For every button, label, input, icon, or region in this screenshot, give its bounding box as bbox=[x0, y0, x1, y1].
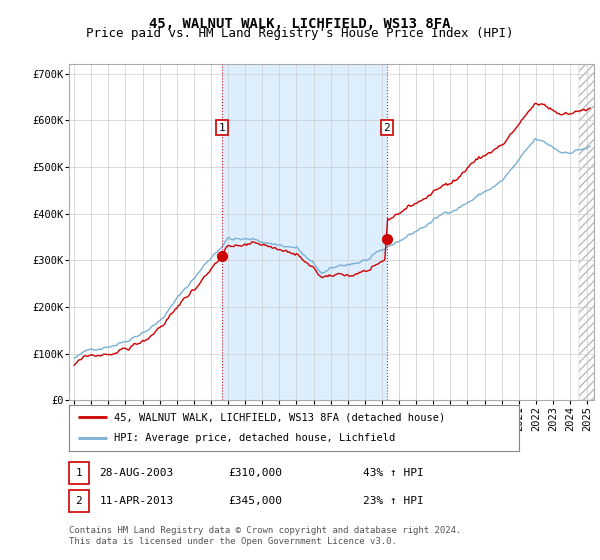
Text: Contains HM Land Registry data © Crown copyright and database right 2024.
This d: Contains HM Land Registry data © Crown c… bbox=[69, 526, 461, 546]
Text: 28-AUG-2003: 28-AUG-2003 bbox=[100, 468, 174, 478]
Text: 2: 2 bbox=[383, 123, 390, 133]
Text: 2: 2 bbox=[76, 496, 82, 506]
Text: HPI: Average price, detached house, Lichfield: HPI: Average price, detached house, Lich… bbox=[114, 433, 395, 444]
Text: 45, WALNUT WALK, LICHFIELD, WS13 8FA (detached house): 45, WALNUT WALK, LICHFIELD, WS13 8FA (de… bbox=[114, 412, 445, 422]
Text: 23% ↑ HPI: 23% ↑ HPI bbox=[363, 496, 424, 506]
Text: 11-APR-2013: 11-APR-2013 bbox=[100, 496, 174, 506]
Text: 45, WALNUT WALK, LICHFIELD, WS13 8FA: 45, WALNUT WALK, LICHFIELD, WS13 8FA bbox=[149, 17, 451, 31]
Text: £345,000: £345,000 bbox=[228, 496, 282, 506]
Text: Price paid vs. HM Land Registry's House Price Index (HPI): Price paid vs. HM Land Registry's House … bbox=[86, 27, 514, 40]
Text: 1: 1 bbox=[218, 123, 226, 133]
Bar bbox=[222, 64, 387, 400]
Text: 1: 1 bbox=[76, 468, 82, 478]
Text: 43% ↑ HPI: 43% ↑ HPI bbox=[363, 468, 424, 478]
Text: £310,000: £310,000 bbox=[228, 468, 282, 478]
Bar bbox=[578, 64, 600, 400]
